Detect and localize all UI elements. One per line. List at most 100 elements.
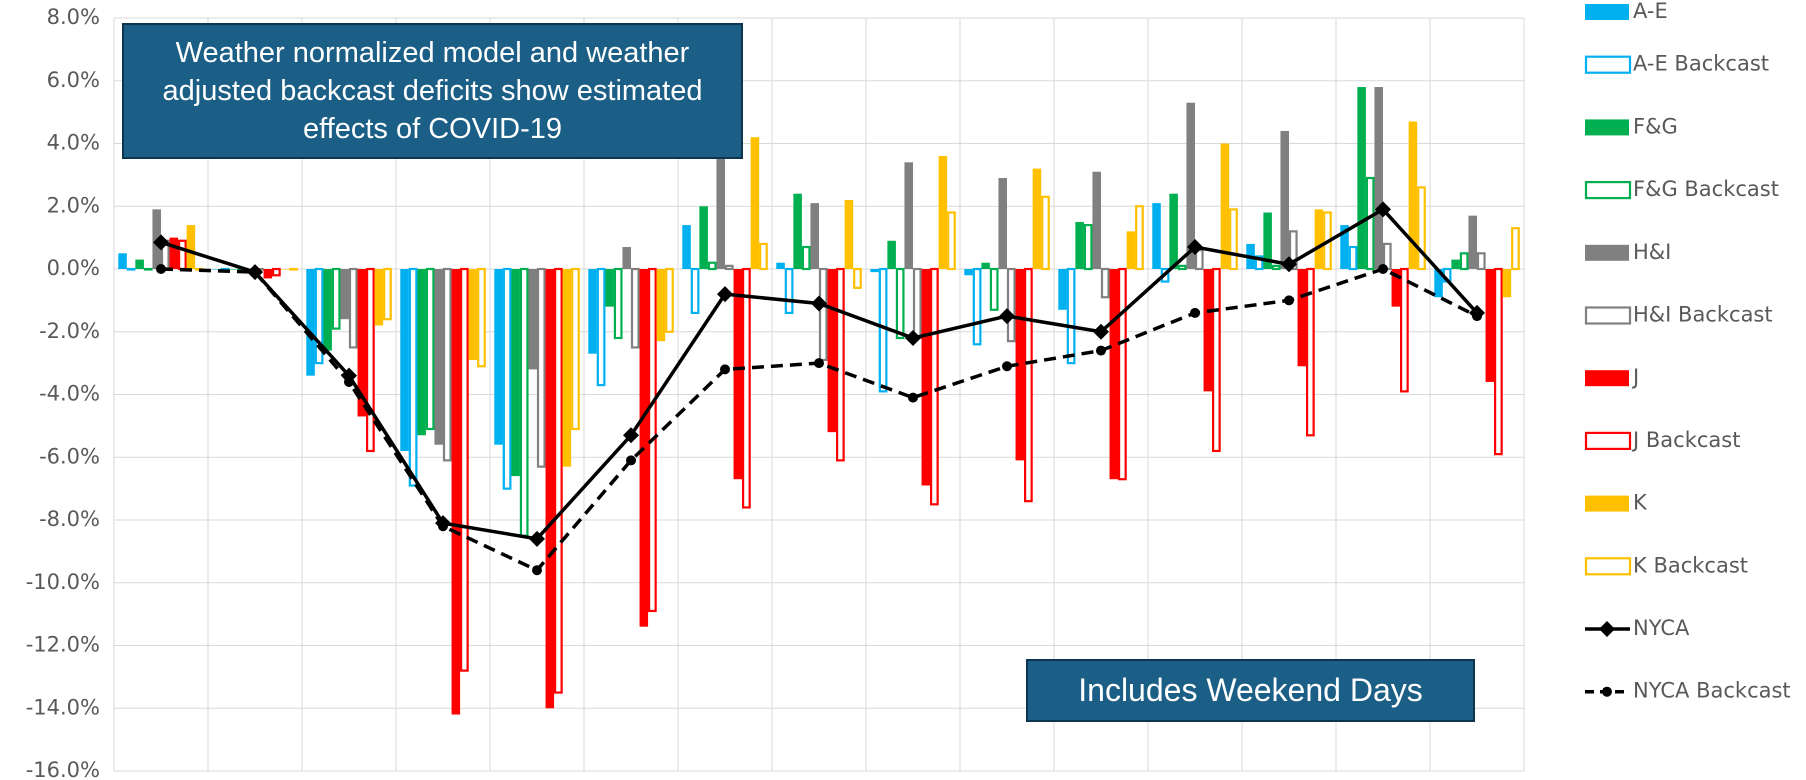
bar <box>1152 203 1161 269</box>
bar <box>1459 252 1469 271</box>
legend-item: NYCA <box>1585 616 1690 640</box>
bar <box>750 137 760 269</box>
legend-swatch <box>1585 4 1629 20</box>
legend-label: K Backcast <box>1633 553 1748 577</box>
legend-item: K Backcast <box>1584 553 1748 577</box>
bar <box>1229 208 1238 271</box>
line-marker <box>626 455 636 466</box>
legend-swatch <box>1585 495 1629 512</box>
y-tick-label: -16.0% <box>26 758 100 780</box>
line-marker <box>344 376 354 387</box>
bar <box>229 269 238 270</box>
bar <box>639 269 649 627</box>
line-marker <box>1375 201 1391 218</box>
y-tick-label: -2.0% <box>39 319 100 343</box>
bar <box>656 269 666 342</box>
bar <box>998 178 1007 269</box>
bar <box>280 269 290 270</box>
annotation: Includes Weekend Days <box>1026 659 1475 722</box>
bar <box>707 261 717 271</box>
bar <box>1391 269 1401 307</box>
bar <box>126 267 136 271</box>
bar <box>1399 267 1409 393</box>
bar <box>212 269 221 270</box>
bar <box>741 267 751 509</box>
bar <box>1092 171 1101 269</box>
legend-label: F&G <box>1633 114 1678 138</box>
bar <box>895 267 905 340</box>
line-marker <box>1002 361 1012 372</box>
bar <box>588 269 597 354</box>
bar <box>810 203 819 269</box>
bar <box>1109 269 1119 480</box>
legend-label: K <box>1633 491 1648 515</box>
bar <box>1314 209 1324 269</box>
bar <box>1023 267 1033 503</box>
bar <box>434 269 443 445</box>
legend-item: K <box>1585 491 1648 515</box>
bar <box>331 267 341 330</box>
legend-swatch <box>1584 557 1632 576</box>
bar <box>1485 269 1495 382</box>
line-marker <box>156 264 166 274</box>
line-marker <box>720 364 730 375</box>
bar <box>1408 121 1418 269</box>
bar <box>1169 193 1178 269</box>
bar <box>853 267 862 289</box>
bar <box>759 242 768 271</box>
line-marker <box>905 330 921 347</box>
line-marker <box>811 295 827 312</box>
bar <box>357 269 367 417</box>
line-marker <box>1093 323 1109 340</box>
bar <box>878 267 888 393</box>
bar <box>1211 267 1221 453</box>
bar <box>921 269 931 486</box>
bar <box>733 269 743 480</box>
y-tick-label: -10.0% <box>26 570 100 594</box>
bar <box>271 267 281 277</box>
bar <box>716 149 725 269</box>
bar <box>596 267 606 387</box>
legend-label: J <box>1631 365 1639 389</box>
y-tick-label: -6.0% <box>39 444 100 468</box>
bar <box>263 269 273 279</box>
bar <box>374 269 384 326</box>
y-tick-label: -4.0% <box>39 382 100 406</box>
bar <box>1135 205 1144 271</box>
legend-label: A-E <box>1633 0 1668 23</box>
bar <box>947 211 956 271</box>
line-marker <box>814 358 824 369</box>
bar <box>1058 269 1067 310</box>
bar <box>135 259 144 269</box>
bar <box>442 267 452 462</box>
bar <box>1340 225 1349 269</box>
bar <box>1271 264 1281 271</box>
bar <box>904 162 913 269</box>
y-tick-label: 4.0% <box>47 131 100 155</box>
y-tick-label: -12.0% <box>26 633 100 657</box>
bar <box>186 225 196 269</box>
bar <box>383 267 392 321</box>
bar <box>1374 87 1383 270</box>
line-marker <box>153 234 169 251</box>
bar <box>348 267 358 349</box>
bar <box>801 245 811 271</box>
bar <box>605 269 614 307</box>
bar <box>1203 269 1213 392</box>
y-tick-label: 2.0% <box>47 193 100 217</box>
bar <box>1177 264 1187 271</box>
line-marker <box>1284 295 1294 306</box>
bar <box>682 225 691 269</box>
bar <box>989 267 999 311</box>
y-tick-label: -8.0% <box>39 507 100 531</box>
line-marker <box>250 267 260 278</box>
line-marker <box>1599 621 1615 637</box>
bar <box>417 269 426 436</box>
bar <box>177 239 187 271</box>
legend-item: A-E Backcast <box>1584 52 1769 76</box>
line-marker <box>999 308 1015 325</box>
bar <box>553 267 563 694</box>
bar <box>1297 269 1307 367</box>
